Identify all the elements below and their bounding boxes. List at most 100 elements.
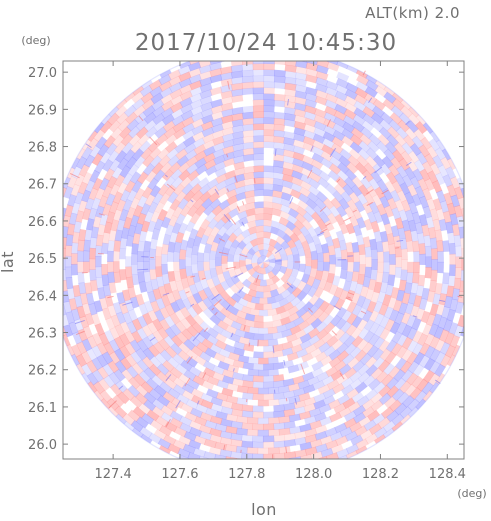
radar-cell (198, 61, 212, 68)
radar-cell (284, 94, 297, 103)
radar-streak (242, 201, 245, 206)
radar-cell (273, 111, 286, 120)
radar-cell (63, 300, 72, 314)
radar-cell (439, 341, 451, 355)
radar-cell (253, 315, 264, 323)
radar-cell (307, 191, 319, 203)
radar-cell (63, 334, 71, 347)
radar-cell (231, 106, 244, 115)
radar-cell (288, 395, 301, 404)
radar-cell (141, 356, 154, 369)
radar-cell (218, 348, 231, 359)
radar-cell (338, 331, 351, 344)
radar-cell (225, 277, 236, 288)
radar-cell (406, 372, 419, 386)
radar-cell (446, 285, 455, 298)
radar-cell (349, 421, 363, 433)
radar-cell (242, 141, 254, 150)
radar-cell (344, 95, 358, 107)
y-axis-title: lat (0, 251, 17, 273)
radar-cell (176, 331, 189, 344)
radar-cell (272, 331, 283, 340)
radar-cell (96, 354, 108, 368)
radar-cell (122, 311, 133, 325)
radar-cell (191, 345, 204, 357)
radar-cell (278, 297, 289, 308)
radar-cell (151, 99, 165, 111)
radar-cell (274, 293, 285, 303)
radar-cell (273, 440, 286, 448)
radar-cell (95, 266, 103, 279)
radar-cell (314, 243, 324, 254)
radar-cell (194, 355, 207, 367)
radar-streak (186, 356, 193, 364)
radar-cell (322, 252, 330, 263)
radar-cell (316, 61, 330, 69)
radar-cell (77, 239, 85, 252)
radar-cell (263, 207, 273, 215)
radar-cell (157, 394, 170, 407)
radar-cell (209, 434, 222, 444)
radar-cell (102, 203, 112, 216)
radar-cell (197, 300, 209, 312)
radar-cell (299, 423, 312, 433)
radar-cell (119, 237, 128, 250)
radar-cell (263, 81, 275, 89)
radar-cell (226, 195, 238, 206)
radar-cell (368, 278, 377, 291)
radar-streak (149, 336, 156, 342)
radar-cell (119, 248, 127, 260)
radar-cell (325, 235, 334, 247)
radar-cell (357, 371, 371, 384)
radar-cell (401, 292, 411, 305)
radar-cell (355, 438, 369, 450)
radar-cell (312, 380, 325, 391)
radar-cell (442, 174, 453, 188)
radar-cell (221, 114, 234, 124)
radar-cell (293, 219, 305, 231)
radar-cell (147, 177, 159, 191)
radar-cell (65, 277, 74, 290)
radar-cell (185, 256, 192, 267)
radar-cell (391, 207, 401, 220)
radar-cell (185, 220, 196, 233)
radar-cell (243, 165, 255, 174)
radar-cell (84, 179, 96, 193)
radar-cell (252, 81, 265, 89)
radar-cell (382, 188, 393, 201)
radar-cell (255, 285, 264, 293)
radar-cell (401, 336, 413, 350)
radar-cell (253, 135, 264, 143)
radar-cell (225, 425, 238, 435)
radar-cell (326, 61, 339, 66)
radar-cell (331, 275, 341, 287)
radar-cell (292, 375, 305, 385)
radar-cell (179, 268, 188, 280)
radar-cell (386, 385, 400, 398)
radar-cell (357, 148, 371, 161)
radar-cell (194, 157, 207, 169)
radar-cell (114, 324, 126, 337)
x-tick-label: 128.2 (362, 467, 399, 482)
radar-cell (257, 387, 269, 395)
radar-cell (307, 375, 320, 387)
radar-cell (197, 177, 210, 189)
radar-cell (328, 349, 341, 361)
radar-cell (161, 263, 169, 275)
radar-cell (263, 195, 274, 203)
radar-cell (361, 298, 372, 311)
radar-cell (63, 186, 67, 199)
radar-cell (436, 240, 444, 252)
radar-cell (258, 309, 269, 317)
radar-cell (211, 111, 224, 121)
radar-cell (127, 163, 140, 177)
radar-cell (257, 258, 264, 262)
radar-cell (304, 233, 315, 245)
radar-cell (362, 106, 376, 118)
radar-cell (288, 208, 300, 219)
radar-cell (191, 394, 204, 406)
radar-cell (132, 232, 141, 245)
radar-cell (314, 108, 327, 119)
radar-cell (105, 142, 118, 156)
